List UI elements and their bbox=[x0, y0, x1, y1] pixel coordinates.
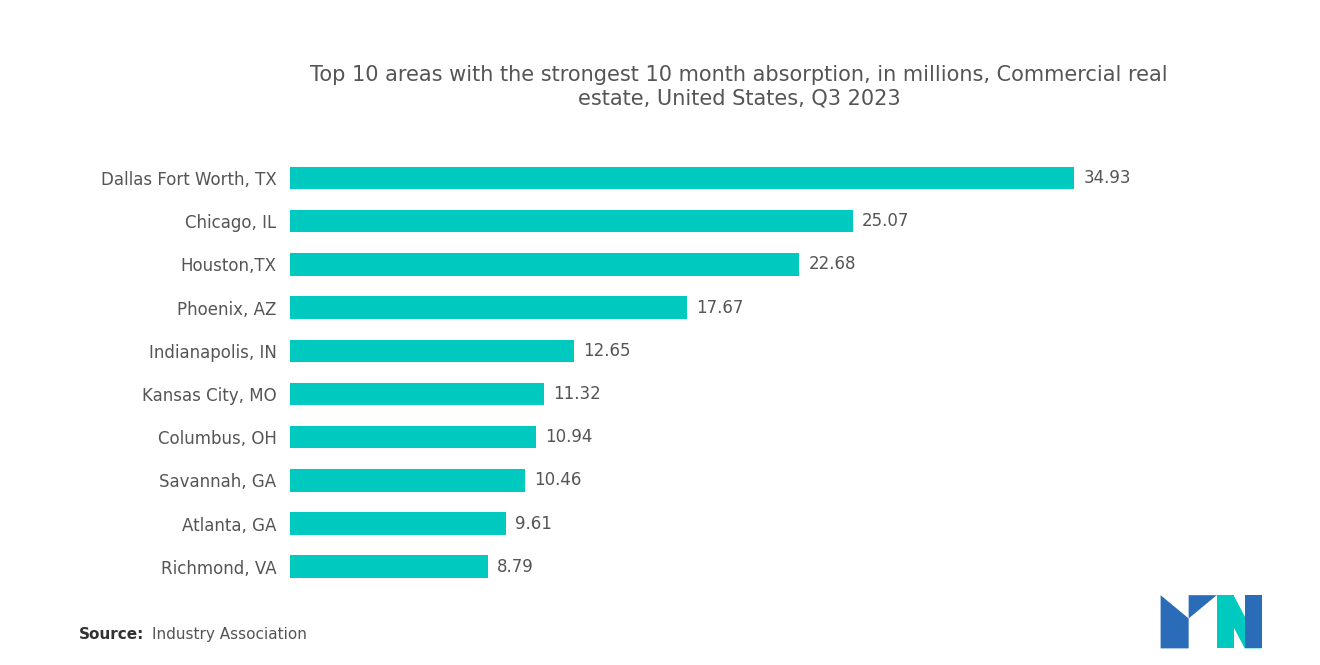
Text: 10.94: 10.94 bbox=[545, 428, 593, 446]
Text: 12.65: 12.65 bbox=[583, 342, 631, 360]
Polygon shape bbox=[1160, 595, 1189, 648]
Polygon shape bbox=[1217, 595, 1262, 648]
Polygon shape bbox=[1217, 595, 1233, 648]
Text: 8.79: 8.79 bbox=[496, 558, 533, 576]
Bar bbox=[290, 512, 506, 535]
Text: Source:: Source: bbox=[79, 626, 145, 642]
Polygon shape bbox=[1189, 595, 1217, 618]
Bar bbox=[290, 555, 487, 578]
Text: 17.67: 17.67 bbox=[696, 299, 743, 317]
Polygon shape bbox=[1245, 595, 1262, 648]
Bar bbox=[290, 210, 853, 233]
Bar bbox=[290, 167, 1074, 190]
Bar bbox=[290, 297, 686, 319]
Bar bbox=[290, 426, 536, 448]
Text: 11.32: 11.32 bbox=[553, 385, 601, 403]
Text: Industry Association: Industry Association bbox=[152, 626, 306, 642]
Title: Top 10 areas with the strongest 10 month absorption, in millions, Commercial rea: Top 10 areas with the strongest 10 month… bbox=[310, 65, 1168, 108]
Bar bbox=[290, 383, 544, 405]
Text: 34.93: 34.93 bbox=[1084, 169, 1131, 187]
Text: 22.68: 22.68 bbox=[808, 255, 855, 273]
Text: 25.07: 25.07 bbox=[862, 212, 909, 230]
Bar bbox=[290, 340, 574, 362]
Bar bbox=[290, 469, 525, 491]
Bar bbox=[290, 253, 800, 276]
Text: 10.46: 10.46 bbox=[535, 471, 582, 489]
Text: 9.61: 9.61 bbox=[515, 515, 552, 533]
